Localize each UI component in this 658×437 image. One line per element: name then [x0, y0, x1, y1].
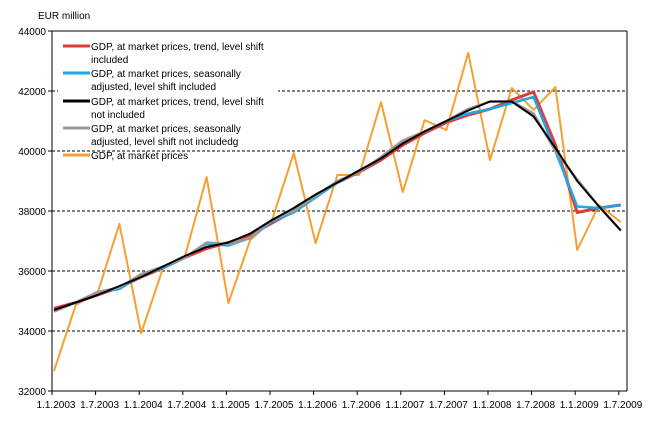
legend-label: GDP, at market prices, trend, level shif… [91, 42, 264, 66]
x-tick-label: 1.7.2009 [603, 400, 642, 411]
x-tick-label: 1.7.2007 [429, 400, 468, 411]
x-tick-label: 1.1.2007 [385, 400, 424, 411]
y-tick-label: 40000 [18, 147, 46, 158]
y-tick-label: 42000 [18, 87, 46, 98]
legend-label: GDP, at market prices, trend, level shif… [91, 97, 264, 121]
legend: GDP, at market prices, trend, level shif… [58, 36, 278, 162]
x-tick-label: 1.1.2006 [298, 400, 337, 411]
x-tick-label: 1.1.2004 [124, 400, 163, 411]
series-line [53, 100, 622, 311]
y-tick-label: 44000 [18, 27, 46, 38]
axes: 32000 34000 36000 38000 40000 42000 44000 1.1.2… [18, 27, 643, 411]
y-tick-label: 34000 [18, 327, 46, 338]
x-tick-label: 1.1.2005 [211, 400, 250, 411]
legend-label: GDP, at market prices, seasonally adjuste… [91, 124, 241, 148]
x-tick-label: 1.7.2008 [516, 400, 555, 411]
y-tick-label: 36000 [18, 267, 46, 278]
y-tick-label: 32000 [18, 387, 46, 398]
legend-label: GDP, at market prices [91, 151, 188, 162]
x-tick-label: 1.7.2004 [167, 400, 206, 411]
x-tick-label: 1.1.2009 [560, 400, 599, 411]
y-axis-unit-label: EUR million [38, 11, 90, 22]
legend-label: GDP, at market prices, seasonally adjuste… [91, 69, 241, 93]
y-tick-label: 38000 [18, 207, 46, 218]
x-tick-label: 1.1.2003 [37, 400, 76, 411]
x-tick-label: 1.1.2008 [473, 400, 512, 411]
x-tick-label: 1.7.2005 [255, 400, 294, 411]
series-lines [53, 51, 622, 372]
x-tick-label: 1.7.2006 [342, 400, 381, 411]
series-line [53, 51, 622, 372]
x-tick-label: 1.7.2003 [80, 400, 119, 411]
legend-background [58, 36, 278, 144]
series-line [53, 100, 622, 313]
